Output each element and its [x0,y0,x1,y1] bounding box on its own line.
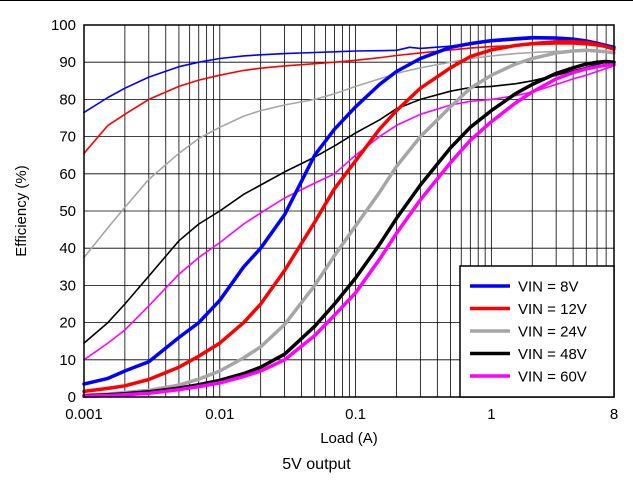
y-tick-label: 100 [51,17,76,34]
top-rule [0,0,633,1]
legend-label: VIN = 24V [518,324,587,341]
y-axis-title: Efficiency (%) [13,165,30,256]
x-tick-label: 1 [487,406,495,423]
y-tick-label: 0 [68,389,76,406]
series-lines [82,35,616,399]
legend-label: VIN = 12V [518,301,587,318]
x-tick-label: 8 [610,406,618,423]
legend-label: VIN = 60V [518,369,587,386]
legend: VIN = 8V VIN = 12V VIN = 24V VIN = 48V VIN =… [459,265,615,398]
y-tick-label: 40 [59,240,76,257]
y-tick-label: 20 [59,315,76,332]
legend-label: VIN = 8V [518,279,578,296]
x-axis-title: Load (A) [320,430,378,447]
series-line-light-load [83,65,615,361]
y-tick-label: 90 [59,54,76,71]
x-tick-label: 0.001 [65,406,103,423]
legend-label: VIN = 48V [518,346,587,363]
y-tick-label: 30 [59,277,76,294]
series-line-full-load [82,39,616,394]
chart-caption: 5V output [282,456,351,473]
tick-labels: 0 10 20 30 40 50 60 70 80 90 100 0.001 0.01 0.1 1 8 [51,17,618,423]
x-tick-label: 0.1 [345,406,366,423]
y-tick-label: 70 [59,129,76,146]
series-line-full-load [82,48,616,397]
plot-border [83,24,615,398]
series-line-full-load [82,35,616,386]
y-tick-label: 60 [59,166,76,183]
series-line-full-load [82,63,616,399]
series-line-light-load [83,60,615,344]
y-tick-label: 80 [59,91,76,108]
y-tick-label: 50 [59,203,76,220]
x-tick-label: 0.01 [205,406,234,423]
y-tick-label: 10 [59,352,76,369]
series-line-light-load [83,43,615,155]
